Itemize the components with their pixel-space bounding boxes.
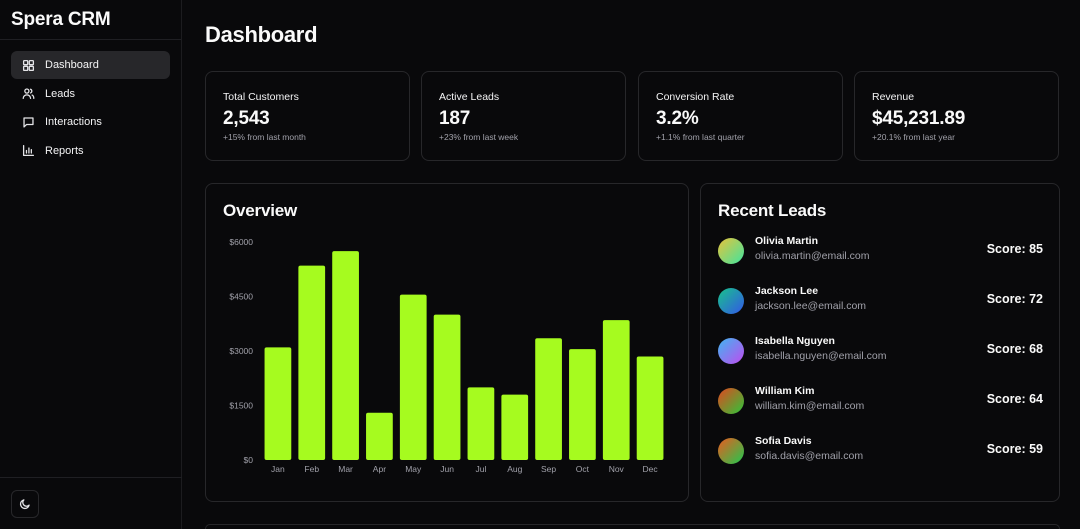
recent-leads-panel: Recent Leads Olivia Martin olivia.martin…: [700, 183, 1060, 502]
sidebar-item-reports[interactable]: Reports: [11, 137, 170, 165]
sidebar-item-label: Interactions: [45, 116, 102, 128]
x-tick-label: Oct: [576, 464, 590, 474]
stat-value: 2,543: [223, 108, 270, 129]
y-tick-label: $3000: [229, 346, 253, 356]
lead-email: isabella.nguyen@email.com: [755, 350, 887, 362]
sidebar-item-interactions[interactable]: Interactions: [11, 108, 170, 136]
overview-bar-chart: $0 $1500 $3000 $4500 $6000 Jan Feb Mar Apr May Jun…: [229, 237, 664, 474]
overview-title: Overview: [223, 201, 298, 220]
stat-change: +15% from last month: [223, 132, 306, 142]
x-tick-label: Dec: [643, 464, 659, 474]
x-tick-label: Mar: [338, 464, 353, 474]
x-tick-label: May: [405, 464, 422, 474]
x-tick-label: Feb: [304, 464, 319, 474]
users-icon: [22, 88, 35, 100]
chart-bar-feb[interactable]: [298, 265, 326, 460]
theme-toggle-button[interactable]: [11, 490, 39, 518]
chart-bar-mar[interactable]: [332, 251, 359, 460]
sidebar-nav: Dashboard Leads Interactions Reports: [0, 40, 181, 165]
avatar: [718, 288, 744, 314]
chart-bar-jan[interactable]: [264, 347, 292, 460]
lead-email: olivia.martin@email.com: [755, 250, 870, 262]
chart-bar-jul[interactable]: [467, 387, 495, 460]
message-icon: [23, 116, 34, 128]
lead-row[interactable]: Jackson Lee jackson.lee@email.com Score:…: [718, 285, 1043, 325]
chart-bar-dec[interactable]: [636, 356, 664, 460]
stat-label: Total Customers: [223, 91, 299, 103]
chart-bar-may[interactable]: [399, 294, 427, 460]
bar-chart-icon: [22, 144, 35, 157]
lead-score: Score: 85: [986, 242, 1043, 256]
next-panel-edge: [205, 524, 1060, 529]
sidebar-item-label: Leads: [45, 87, 75, 100]
page-title: Dashboard: [205, 22, 318, 47]
stat-change: +20.1% from last year: [872, 132, 955, 142]
lead-row[interactable]: Isabella Nguyen isabella.nguyen@email.co…: [718, 335, 1043, 375]
chart-bar-aug[interactable]: [501, 394, 529, 460]
lead-score: Score: 59: [986, 442, 1043, 456]
sidebar-item-dashboard[interactable]: Dashboard: [11, 51, 170, 79]
lead-score: Score: 64: [986, 392, 1043, 406]
stat-value: 3.2%: [656, 108, 699, 129]
sidebar-item-label: Reports: [45, 144, 84, 157]
lead-name: Sofia Davis: [755, 435, 812, 447]
chart-bar-jun[interactable]: [433, 314, 461, 460]
stat-card-active-leads: Active Leads 187 +23% from last week: [421, 71, 626, 161]
lead-email: sofia.davis@email.com: [755, 450, 864, 462]
x-tick-label: Jun: [440, 464, 454, 474]
moon-icon: [19, 499, 30, 510]
avatar: [718, 388, 744, 414]
avatar: [718, 438, 744, 464]
lead-name: Jackson Lee: [755, 285, 819, 297]
y-tick-label: $1500: [229, 401, 253, 411]
sidebar-item-leads[interactable]: Leads: [11, 80, 170, 108]
lead-email: jackson.lee@email.com: [755, 300, 867, 312]
stat-label: Revenue: [872, 91, 915, 103]
stat-card-revenue: Revenue $45,231.89 +20.1% from last year: [854, 71, 1059, 161]
y-tick-label: $4500: [229, 292, 253, 302]
x-tick-label: Jul: [475, 464, 486, 474]
sidebar-footer: [0, 477, 182, 529]
lead-score: Score: 68: [986, 342, 1043, 356]
stat-label: Active Leads: [439, 91, 500, 103]
stat-change: +1.1% from last quarter: [656, 132, 745, 142]
stat-card-conversion-rate: Conversion Rate 3.2% +1.1% from last qua…: [638, 71, 843, 161]
overview-panel: Overview $0 $1500 $3000 $4500 $6000 Jan Feb Mar…: [205, 183, 689, 502]
lead-name: Olivia Martin: [755, 235, 819, 247]
sidebar: Spera CRM Dashboard Leads Interactions R…: [0, 0, 182, 529]
x-tick-label: Sep: [541, 464, 556, 474]
app-title: Spera CRM: [0, 0, 181, 40]
y-tick-label: $0: [244, 455, 254, 465]
stat-value: $45,231.89: [872, 108, 966, 129]
chart-bar-oct[interactable]: [569, 349, 596, 460]
lead-row[interactable]: Olivia Martin olivia.martin@email.com Sc…: [718, 235, 1043, 275]
chart-bar-apr[interactable]: [366, 412, 393, 460]
chart-bar-sep[interactable]: [535, 338, 562, 460]
lead-name: Isabella Nguyen: [755, 335, 835, 347]
lead-email: william.kim@email.com: [755, 400, 865, 412]
dashboard-icon: [22, 59, 35, 71]
recent-leads-title: Recent Leads: [718, 201, 827, 220]
x-tick-label: Apr: [373, 464, 386, 474]
stat-label: Conversion Rate: [656, 91, 735, 103]
lead-name: William Kim: [755, 385, 815, 397]
avatar: [718, 338, 744, 364]
lead-row[interactable]: William Kim william.kim@email.com Score:…: [718, 385, 1043, 425]
stat-card-total-customers: Total Customers 2,543 +15% from last mon…: [205, 71, 410, 161]
avatar: [718, 238, 744, 264]
chart-bar-nov[interactable]: [602, 320, 630, 460]
lead-row[interactable]: Sofia Davis sofia.davis@email.com Score:…: [718, 435, 1043, 475]
x-tick-label: Jan: [271, 464, 285, 474]
x-tick-label: Aug: [507, 464, 522, 474]
lead-score: Score: 72: [986, 292, 1043, 306]
stat-value: 187: [439, 108, 471, 129]
y-tick-label: $6000: [229, 237, 253, 247]
sidebar-item-label: Dashboard: [45, 59, 99, 71]
x-tick-label: Nov: [609, 464, 625, 474]
stat-change: +23% from last week: [439, 132, 519, 142]
